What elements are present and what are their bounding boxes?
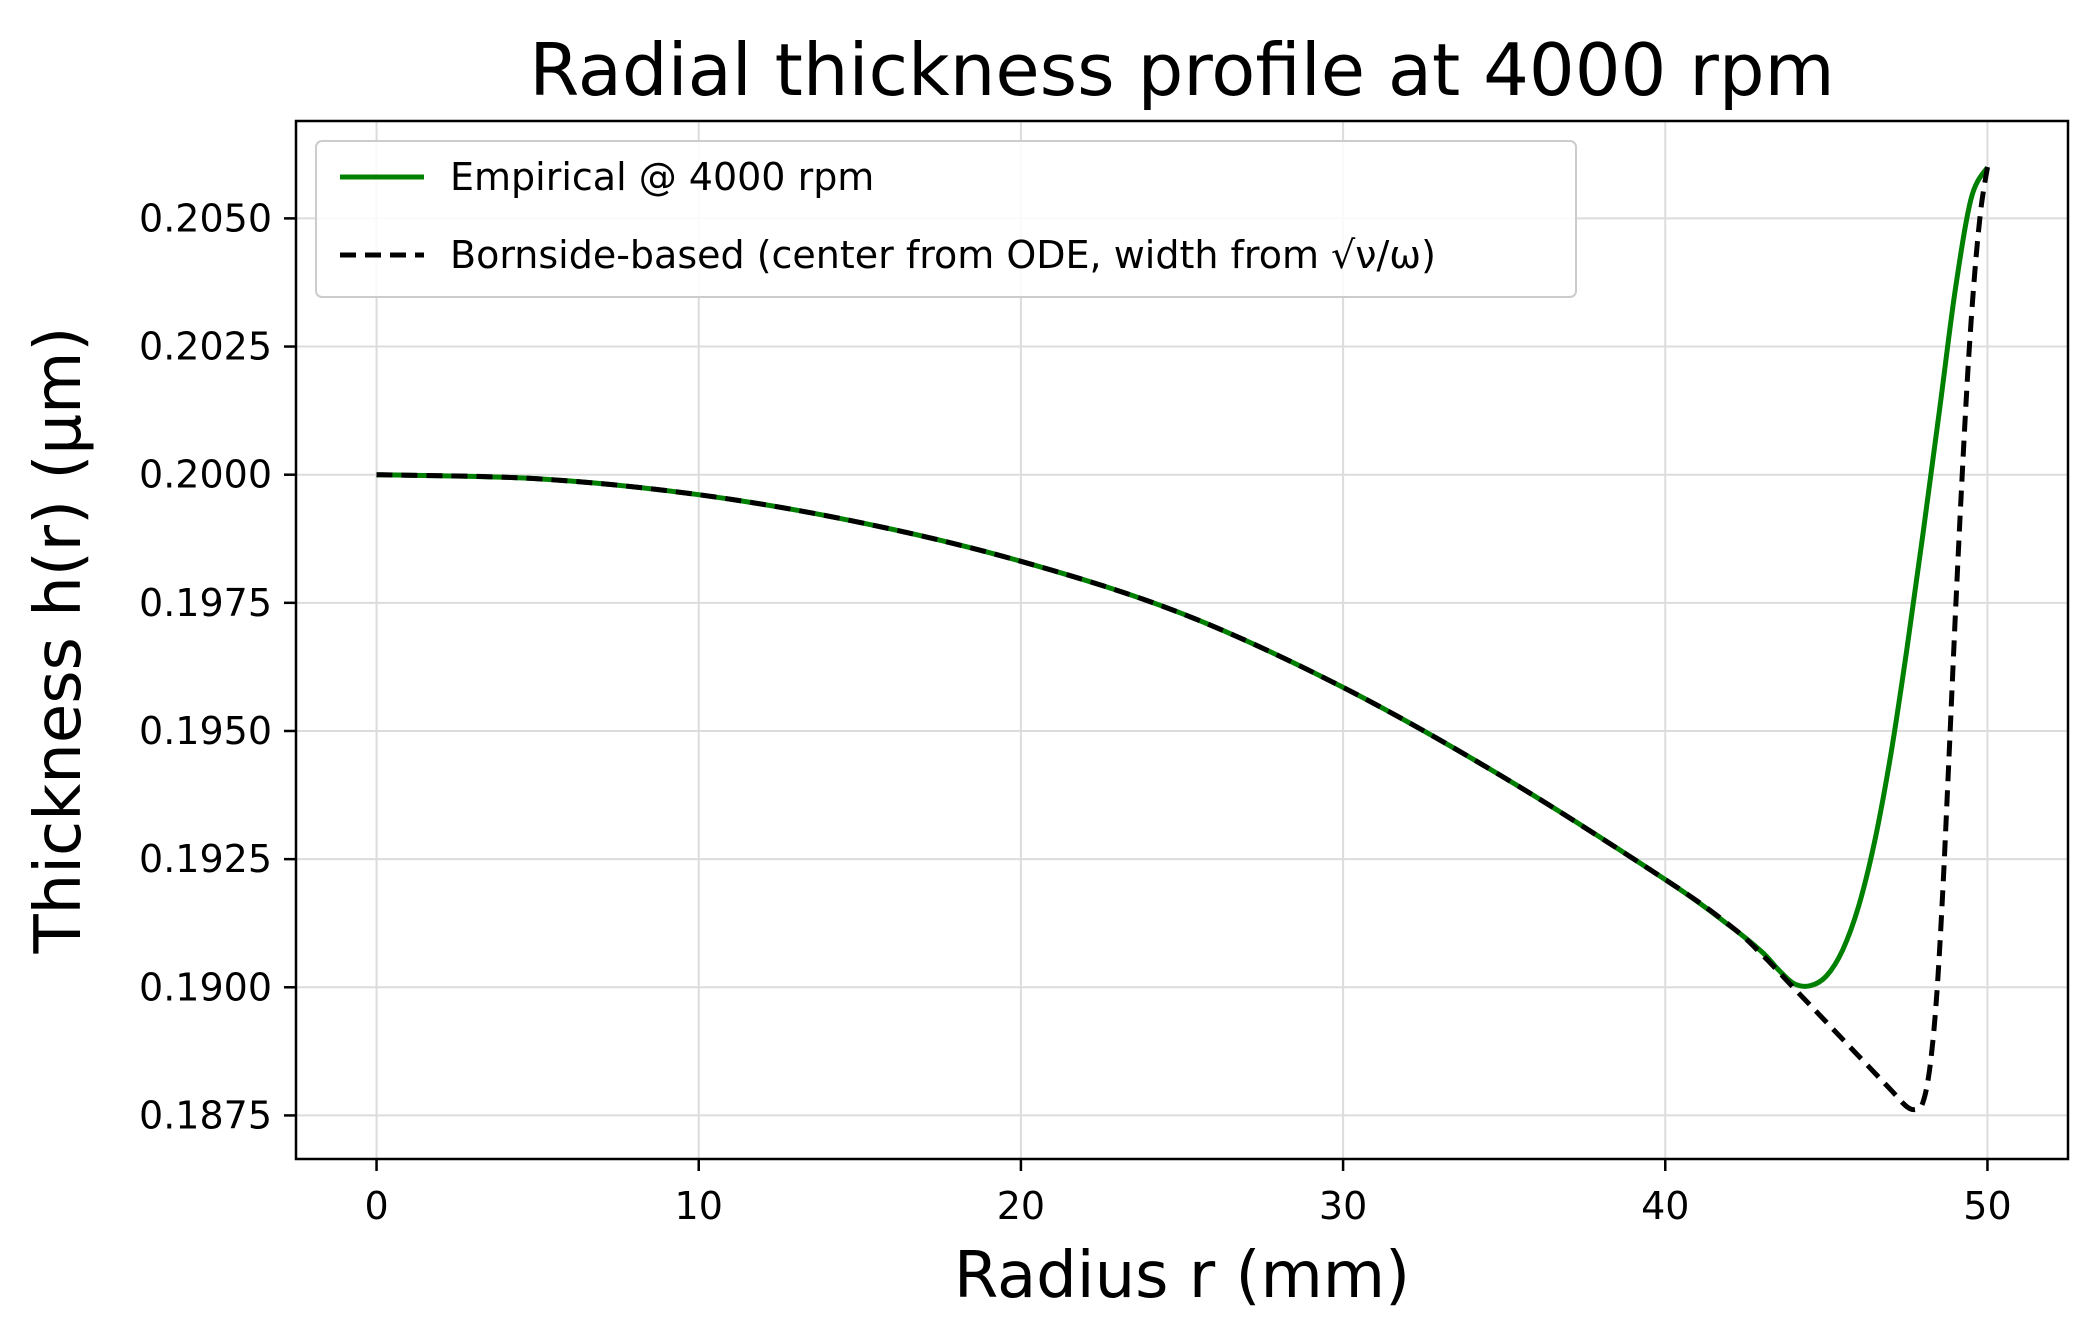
y-tick-label: 0.2000 — [139, 453, 272, 497]
legend-label-empirical: Empirical @ 4000 rpm — [450, 155, 874, 199]
ticks-layer: 0 10 20 30 40 50 0.1875 0.1900 0.1925 0.1950 0.197… — [139, 196, 2012, 1228]
x-tick-label: 20 — [997, 1184, 1045, 1228]
legend: Empirical @ 4000 rpm Bornside-based (cen… — [315, 140, 1577, 298]
x-tick-label: 10 — [675, 1184, 723, 1228]
y-axis-label: Thickness h(r) (µm) — [22, 327, 96, 955]
series-line-bornside — [376, 166, 1990, 1113]
x-tick-label: 40 — [1641, 1184, 1689, 1228]
x-tick-label: 0 — [364, 1184, 388, 1228]
x-axis-label: Radius r (mm) — [954, 1239, 1410, 1313]
legend-box — [315, 140, 1577, 298]
y-tick-label: 0.1950 — [139, 709, 272, 753]
y-tick-label: 0.1875 — [139, 1093, 272, 1137]
y-tick-label: 0.1900 — [139, 965, 272, 1009]
x-tick-label: 50 — [1963, 1184, 2011, 1228]
y-tick-label: 0.2050 — [139, 196, 272, 240]
series-layer — [376, 165, 1990, 1113]
plot-frame — [294, 119, 2070, 1161]
y-tick-label: 0.1975 — [139, 581, 272, 625]
x-tick-label: 30 — [1319, 1184, 1367, 1228]
legend-label-bornside: Bornside-based (center from ODE, width f… — [450, 233, 1436, 277]
y-tick-label: 0.1925 — [139, 837, 272, 881]
chart-title: Radial thickness profile at 4000 rpm — [529, 28, 1834, 112]
y-tick-label: 0.2025 — [139, 325, 272, 369]
